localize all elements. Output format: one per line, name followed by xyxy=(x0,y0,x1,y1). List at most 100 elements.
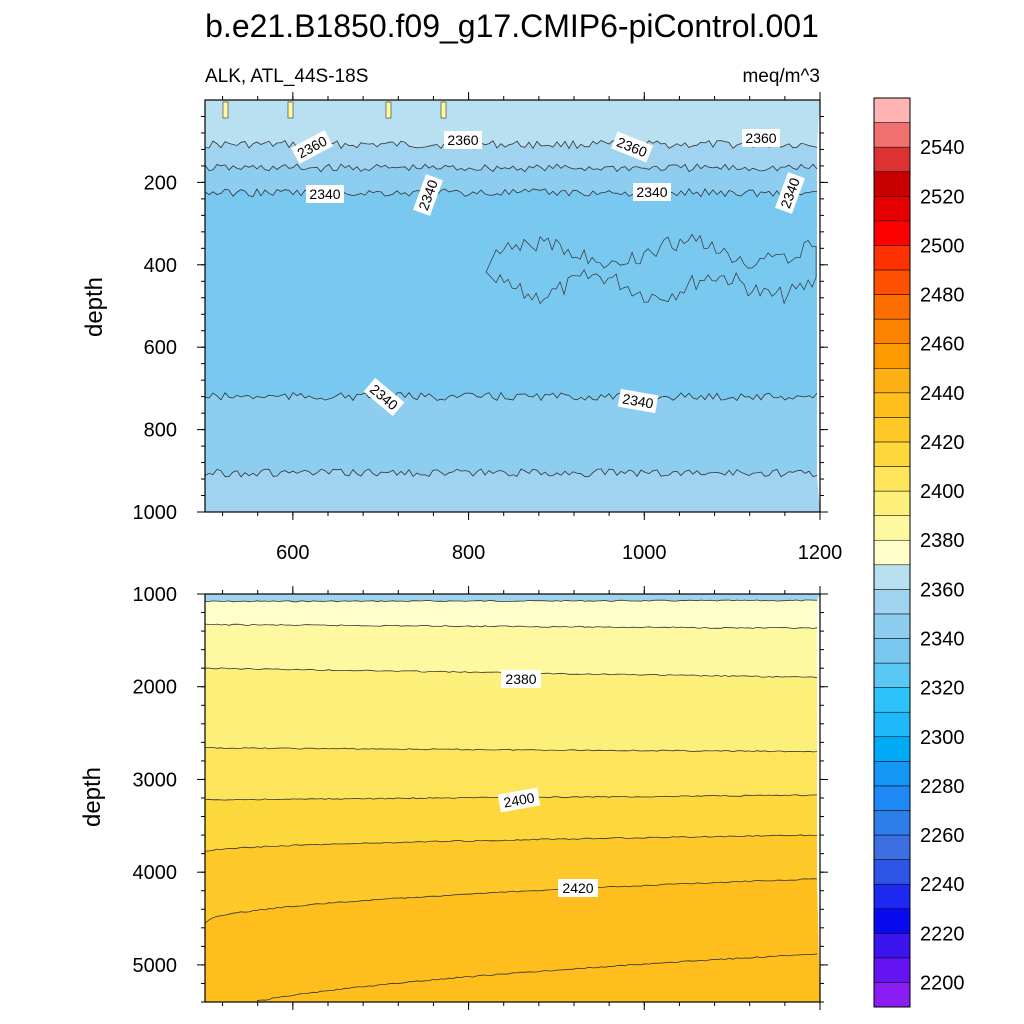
colorbar-swatch xyxy=(873,957,911,983)
bottom-panel: 1000 2000 3000 4000 5000 2380 2400 2420 xyxy=(133,584,828,1010)
top-contour-label-box xyxy=(742,129,780,147)
colorbar-swatch xyxy=(873,367,911,394)
bottom-contour-label-text: 2380 xyxy=(505,671,536,687)
colorbar-swatch xyxy=(873,441,911,467)
bottom-contour-line xyxy=(204,623,818,629)
colorbar-tick-label: 2240 xyxy=(920,874,965,896)
top-surface-spot xyxy=(385,101,392,119)
top-contour-line xyxy=(204,163,818,173)
bottom-band-fill xyxy=(205,594,820,602)
top-contour-label-box xyxy=(290,130,334,164)
colorbar-tick-label: 2520 xyxy=(920,186,965,208)
top-band-fill xyxy=(205,100,820,149)
colorbar-tick-label: 2260 xyxy=(920,825,965,847)
bottom-y-tick-label: 5000 xyxy=(133,955,178,977)
top-contour-label-text: 2340 xyxy=(621,390,655,411)
bottom-contour-label: 2380 xyxy=(501,670,541,688)
colorbar-tick-label: 2420 xyxy=(920,432,965,454)
colorbar-tick-label: 2540 xyxy=(920,137,965,159)
colorbar-swatch xyxy=(873,711,911,738)
colorbar: 2200 2220 2240 2260 2280 2300 2320 2340 2360 2380… xyxy=(873,97,965,1008)
colorbar-tick-label: 2220 xyxy=(920,923,965,945)
bottom-contour-label-box xyxy=(558,879,598,897)
colorbar-swatch xyxy=(873,982,911,1008)
colorbar-swatch xyxy=(873,613,911,639)
colorbar-swatch xyxy=(873,171,911,197)
colorbar-tick-label: 2500 xyxy=(920,235,965,257)
colorbar-swatch xyxy=(873,343,911,369)
top-contour-label-box xyxy=(617,388,659,414)
colorbar-swatch xyxy=(873,417,911,443)
top-surface-spot xyxy=(222,101,229,119)
colorbar-tick-label: 2320 xyxy=(920,678,965,700)
units-label: meq/m^3 xyxy=(742,66,820,87)
top-contour-label-box xyxy=(611,131,653,163)
top-band-fill xyxy=(205,392,817,477)
colorbar-frame xyxy=(873,97,911,1008)
colorbar-swatch xyxy=(873,294,911,320)
bottom-y-tick-label: 1000 xyxy=(133,584,178,606)
top-contour-label-box xyxy=(775,172,805,214)
top-contour-label-box xyxy=(444,131,482,149)
colorbar-tick-label: 2460 xyxy=(920,334,965,356)
colorbar-tick-label: 2440 xyxy=(920,383,965,405)
top-y-tick-label: 600 xyxy=(144,337,177,359)
colorbar-tick-label: 2340 xyxy=(920,628,965,650)
top-contour-label-box xyxy=(633,183,671,201)
top-band-fill xyxy=(205,188,817,401)
colorbar-swatch xyxy=(873,196,911,222)
top-contour-label: 2340 xyxy=(617,388,659,414)
top-contour-label: 2340 xyxy=(633,183,671,201)
colorbar-swatch xyxy=(873,736,911,762)
bottom-contour-line xyxy=(204,747,818,753)
colorbar-swatch xyxy=(873,564,911,590)
colorbar-swatch xyxy=(873,908,911,934)
top-y-tick-label: 1000 xyxy=(133,502,178,524)
bottom-band-fill xyxy=(205,624,817,678)
top-x-tick-label: 1000 xyxy=(622,542,667,564)
colorbar-swatch xyxy=(873,220,911,246)
top-contour-label-text: 2340 xyxy=(636,184,667,200)
colorbar-swatch xyxy=(873,810,911,836)
colorbar-tick-label: 2200 xyxy=(920,972,965,994)
colorbar-tick-label: 2400 xyxy=(920,481,965,503)
variable-label: ALK, ATL_44S-18S xyxy=(205,66,368,87)
colorbar-swatch xyxy=(873,859,911,885)
colorbar-tick-label: 2480 xyxy=(920,285,965,307)
colorbar-swatch xyxy=(873,539,911,566)
colorbar-swatch xyxy=(873,466,911,492)
bottom-contour-line xyxy=(204,599,818,603)
top-contour-label-text: 2360 xyxy=(745,130,776,146)
bottom-contour-label: 2420 xyxy=(558,879,598,897)
colorbar-swatch xyxy=(873,933,911,959)
colorbar-tick-label: 2360 xyxy=(920,579,965,601)
top-band-fill xyxy=(205,140,817,172)
colorbar-tick-label: 2280 xyxy=(920,776,965,798)
bottom-contour-label: 2400 xyxy=(497,787,541,813)
bottom-contour-label-box xyxy=(501,670,541,688)
colorbar-swatch xyxy=(873,318,911,344)
colorbar-swatch xyxy=(873,515,911,541)
top-contour-label: 2340 xyxy=(306,185,344,203)
top-frame xyxy=(204,99,821,513)
colorbar-swatch xyxy=(873,490,911,516)
colorbar-swatch xyxy=(873,687,911,713)
top-contour-label: 2360 xyxy=(444,131,482,149)
top-contour-label-text: 2340 xyxy=(309,186,340,202)
top-contour-line xyxy=(204,468,818,478)
bottom-band-fill xyxy=(205,600,817,629)
top-contour-label-text: 2360 xyxy=(447,132,478,148)
top-band-fill xyxy=(205,468,820,512)
top-surface-spot xyxy=(440,101,447,119)
top-y-axis-label: depth xyxy=(81,277,108,337)
bottom-contour-label-text: 2400 xyxy=(502,789,536,810)
top-contour-label: 2340 xyxy=(363,377,405,417)
colorbar-swatch xyxy=(873,122,911,148)
colorbar-swatch xyxy=(873,269,911,295)
top-surface-spot xyxy=(287,101,294,119)
colorbar-swatch xyxy=(873,662,911,688)
top-contour-line xyxy=(204,391,818,402)
colorbar-swatch xyxy=(873,883,911,909)
top-contour-label: 2360 xyxy=(290,130,334,164)
